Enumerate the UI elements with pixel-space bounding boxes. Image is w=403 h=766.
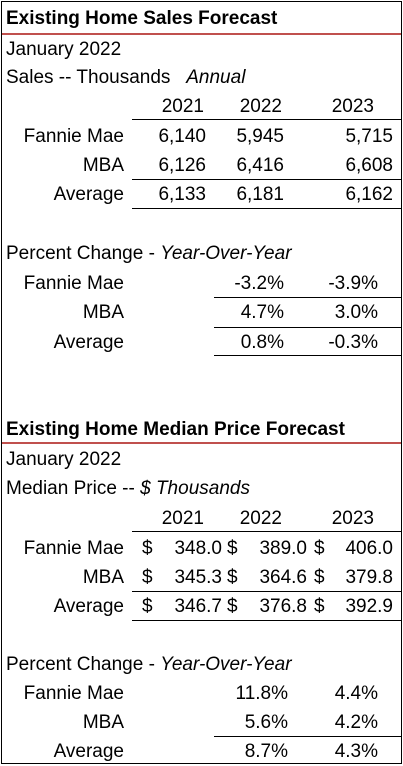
price-currency: $ (227, 567, 238, 588)
sales-cell: 6,181 (236, 184, 284, 205)
price-subtitle-main: Median Price -- (6, 478, 141, 499)
sales-cell: 6,416 (236, 155, 284, 176)
sales-year-2022: 2022 (239, 96, 282, 117)
price-cell: 392.9 (345, 596, 393, 617)
price-cell: 379.8 (345, 567, 393, 588)
price-cell: 346.7 (174, 596, 222, 617)
sales-pct-cell: -3.9% (328, 273, 378, 294)
sales-pct-row-label: Fannie Mae (23, 273, 124, 294)
price-cell: 348.0 (174, 538, 222, 559)
sales-pct-heading-main: Percent Change - (6, 243, 161, 264)
sales-pct-cell: 3.0% (334, 302, 378, 323)
price-subtitle: Median Price -- $ Thousands (6, 474, 250, 503)
sales-year-2023: 2023 (331, 96, 374, 117)
sales-years-underline (132, 119, 401, 120)
sales-pct-row-label: MBA (82, 302, 124, 323)
price-pct-row-label: Fannie Mae (23, 683, 124, 704)
sales-row-label: Average (53, 184, 124, 205)
sales-row-label: Fannie Mae (23, 126, 124, 147)
sales-pct-heading: Percent Change - Year-Over-Year (6, 239, 292, 268)
sales-pct-fm-underline (214, 297, 401, 298)
sales-cell: 6,133 (158, 184, 206, 205)
sales-cell: 6,126 (158, 155, 206, 176)
sales-title-divider (2, 33, 401, 35)
sales-cell: 6,140 (158, 126, 206, 147)
price-currency: $ (314, 596, 325, 617)
price-years-underline (132, 531, 401, 532)
sales-date: January 2022 (6, 39, 122, 60)
price-pct-heading: Percent Change - Year-Over-Year (6, 650, 292, 679)
sales-pct-cell: -0.3% (328, 332, 378, 353)
price-currency: $ (142, 538, 153, 559)
price-currency: $ (142, 596, 153, 617)
price-pct-heading-italic: Year-Over-Year (160, 654, 292, 675)
price-currency: $ (314, 538, 325, 559)
price-pct-row-label: MBA (82, 712, 124, 733)
price-currency: $ (314, 567, 325, 588)
price-mba-underline (132, 591, 401, 592)
sales-cell: 6,162 (345, 184, 393, 205)
sales-pct-cell: 0.8% (240, 332, 284, 353)
price-currency: $ (227, 538, 238, 559)
sales-year-2021: 2021 (161, 96, 204, 117)
price-pct-mba-underline (214, 736, 401, 737)
price-cell: 345.3 (174, 567, 222, 588)
price-pct-cell: 8.7% (244, 741, 288, 762)
price-date: January 2022 (6, 449, 122, 470)
price-year-2023: 2023 (331, 508, 374, 529)
sales-pct-heading-italic: Year-Over-Year (160, 243, 292, 264)
sales-subtitle: Sales -- Thousands Annual (6, 63, 245, 92)
sales-pct-average-underline (214, 355, 401, 356)
sales-subtitle-main: Sales -- Thousands (6, 67, 171, 88)
sales-cell: 5,945 (236, 126, 284, 147)
sales-row-label: MBA (82, 155, 124, 176)
price-pct-cell: 4.3% (334, 741, 378, 762)
sales-pct-row-label: Average (53, 332, 124, 353)
price-pct-cell: 4.4% (334, 683, 378, 704)
price-currency: $ (142, 567, 153, 588)
price-title-divider (2, 442, 401, 444)
price-cell: 406.0 (345, 538, 393, 559)
price-row-label: MBA (82, 567, 124, 588)
sales-pct-cell: 4.7% (240, 302, 284, 323)
price-year-2021: 2021 (161, 508, 204, 529)
price-cell: 364.6 (259, 567, 307, 588)
sales-mba-underline (132, 179, 401, 180)
sales-cell: 6,608 (345, 155, 393, 176)
price-pct-heading-main: Percent Change - (6, 654, 161, 675)
sales-subtitle-italic: Annual (186, 67, 246, 88)
sales-pct-mba-underline (214, 327, 401, 328)
price-title: Existing Home Median Price Forecast (6, 419, 345, 440)
sales-average-underline (132, 208, 401, 209)
price-pct-cell: 5.6% (244, 712, 288, 733)
price-cell: 389.0 (259, 538, 307, 559)
price-average-underline (132, 620, 401, 621)
price-year-2022: 2022 (239, 508, 282, 529)
sales-pct-cell: -3.2% (234, 273, 284, 294)
price-currency: $ (227, 596, 238, 617)
price-cell: 376.8 (259, 596, 307, 617)
sales-title: Existing Home Sales Forecast (6, 8, 278, 29)
price-pct-cell: 11.8% (235, 683, 288, 704)
price-row-label: Average (53, 596, 124, 617)
price-subtitle-italic: $ Thousands (140, 478, 250, 499)
price-pct-row-label: Average (53, 741, 124, 762)
price-row-label: Fannie Mae (23, 538, 124, 559)
price-pct-cell: 4.2% (334, 712, 378, 733)
sales-cell: 5,715 (345, 126, 393, 147)
